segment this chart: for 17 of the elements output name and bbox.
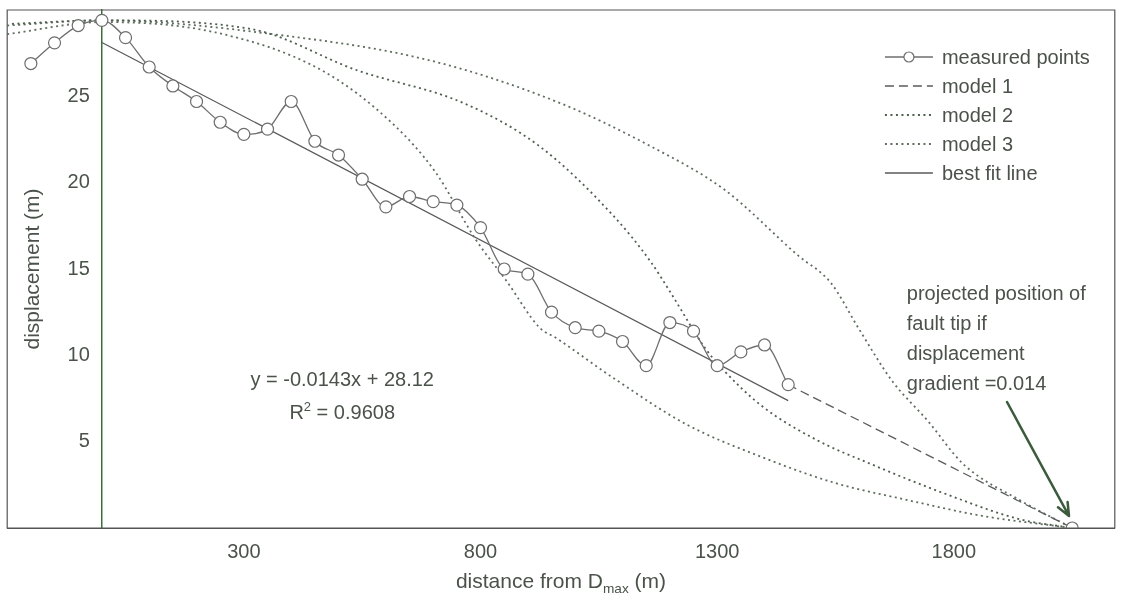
y-tick-label: 15: [67, 256, 90, 279]
legend-label: model 1: [941, 75, 1014, 97]
y-axis-title: displacement (m): [20, 188, 44, 350]
annotation: projected position of fault tip if displacement gradient =0.014: [906, 282, 1087, 394]
annotation: y = -0.0143x + 28.12: [250, 368, 434, 390]
x-tick-label: 1300: [694, 539, 740, 562]
x-tick-label: 1800: [931, 539, 977, 562]
y-tick-label: 25: [67, 83, 90, 106]
legend-label: measured points: [941, 46, 1090, 68]
y-tick-label: 20: [67, 170, 90, 193]
legend-label: best fit line: [941, 162, 1038, 184]
legend-label: model 3: [941, 133, 1014, 155]
x-tick-label: 800: [463, 539, 498, 562]
y-tick-label: 5: [78, 429, 90, 452]
legend-label: model 2: [941, 104, 1014, 126]
x-tick-label: 300: [227, 539, 261, 562]
y-tick-label: 10: [67, 342, 90, 365]
